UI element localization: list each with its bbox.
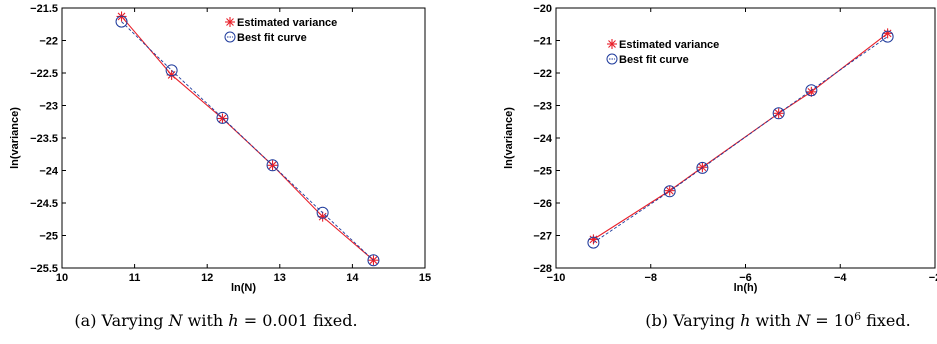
best-fit-point (367, 254, 380, 267)
x-tick-label: −8 (644, 272, 657, 284)
caption-segment: N (168, 311, 184, 330)
asterisk-stroke (589, 235, 598, 244)
caption-segment: (a) (74, 311, 101, 330)
caption-segment: h (740, 311, 750, 330)
legend-circle-icon (606, 53, 618, 65)
best-fit-point (881, 30, 894, 43)
y-tick-label: −25 (39, 231, 58, 243)
y-tick-label: −20 (533, 3, 552, 15)
caption-segment: Varying (101, 311, 169, 330)
asterisk-stroke (608, 40, 616, 48)
figure-caption: (a) Varying N with h = 0.001 fixed. (74, 311, 357, 330)
y-tick-label: −24.5 (30, 198, 58, 210)
caption-segment: = 0.001 fixed. (239, 311, 358, 330)
estimated-variance-point (664, 185, 675, 196)
x-tick-label: 10 (56, 272, 68, 284)
x-tick-label: 14 (346, 272, 359, 284)
estimated-variance-point (806, 86, 817, 97)
best-fit-point (165, 64, 178, 77)
estimated-variance-point (588, 234, 599, 245)
y-tick-label: −25.5 (30, 263, 58, 275)
legend: Estimated variance Best fit curve (606, 39, 719, 66)
x-tick-label: −4 (834, 272, 847, 284)
y-tick-label: −21 (533, 36, 552, 48)
y-tick-label: −27 (533, 231, 552, 243)
asterisk-stroke (268, 161, 277, 170)
y-axis-label: ln(variance) (503, 107, 515, 169)
y-tick-label: −26 (533, 198, 552, 210)
legend-label: Best fit curve (619, 54, 689, 66)
caption-segment: N (795, 311, 811, 330)
x-axis-label: ln(N) (231, 282, 256, 294)
caption-segment: with (183, 311, 229, 330)
x-tick-label: 12 (201, 272, 213, 284)
legend-label: Estimated variance (237, 17, 337, 29)
asterisk-stroke (883, 29, 892, 38)
best-fit-point (696, 161, 709, 174)
caption-segment: 6 (854, 310, 861, 323)
caption-segment: fixed. (861, 311, 911, 330)
best-fit-point (772, 107, 785, 120)
estimated-variance-point (166, 69, 177, 80)
asterisk-stroke (665, 186, 674, 195)
chart-panel-b: −10 −8 −6 −4 −2 −20 −21 −22 −23 −24 −25 −26 −27 −28 ln… (503, 3, 937, 330)
y-tick-label: −23 (39, 101, 58, 113)
estimated-variance-point (882, 28, 893, 39)
plot-frame (555, 7, 936, 269)
caption-segment: h (228, 311, 238, 330)
x-axis-label: ln(h) (734, 282, 758, 294)
best-fit-point (216, 111, 229, 124)
legend-asterisk-icon (225, 17, 235, 27)
caption-segment: Varying (672, 311, 740, 330)
legend-circle-icon (224, 31, 236, 43)
estimated-variance-point (697, 162, 708, 173)
legend: Estimated variance Best fit curve (224, 17, 337, 44)
y-axis-label: ln(variance) (9, 107, 21, 169)
y-tick-label: −28 (533, 263, 552, 275)
caption-segment: (b) (645, 311, 673, 330)
y-tick-label: −22 (39, 36, 58, 48)
caption-segment: with (750, 311, 796, 330)
best-fit-point (266, 159, 279, 172)
estimated-variance-point (217, 113, 228, 124)
y-tick-label: −24 (39, 166, 59, 178)
caption-segment: = 10 (810, 311, 854, 330)
estimated-variance-point (267, 160, 278, 171)
y-tick-label: −25 (533, 166, 552, 178)
legend-asterisk-icon (607, 39, 617, 49)
best-fit-point (316, 206, 329, 219)
chart-panel-a: 10 11 12 13 14 15 −21.5 −22 −22.5 −23 −23.5 −24 −24.… (9, 3, 431, 330)
x-tick-label: −6 (739, 272, 752, 284)
y-tick-label: −23 (533, 101, 552, 113)
y-tick-label: −23.5 (30, 133, 58, 145)
asterisk-stroke (807, 87, 816, 96)
best-fit-point (663, 185, 676, 198)
best-fit-point (115, 15, 128, 28)
legend-label: Best fit curve (237, 32, 307, 44)
y-tick-label: −22.5 (30, 68, 58, 80)
y-tick-label: −21.5 (30, 3, 58, 15)
y-tick-label: −24 (533, 133, 553, 145)
x-tick-label: 15 (419, 272, 431, 284)
series-line-estimated (121, 16, 374, 261)
x-tick-label: 11 (129, 272, 141, 284)
y-tick-label: −22 (533, 68, 552, 80)
series-line-best-fit (593, 36, 888, 244)
series-line-estimated (593, 32, 888, 240)
series-line-best-fit (121, 21, 374, 261)
x-tick-label: 13 (274, 272, 286, 284)
asterisk-stroke (167, 71, 176, 79)
best-fit-point (587, 236, 600, 249)
figure-caption: (b) Varying h with N = 106 fixed. (645, 310, 910, 330)
asterisk-stroke (698, 163, 707, 172)
best-fit-point (805, 84, 818, 97)
asterisk-stroke (218, 114, 227, 123)
asterisk-stroke (226, 18, 234, 26)
x-tick-label: −10 (547, 272, 566, 284)
x-tick-label: −2 (929, 272, 937, 284)
legend-label: Estimated variance (619, 39, 719, 51)
